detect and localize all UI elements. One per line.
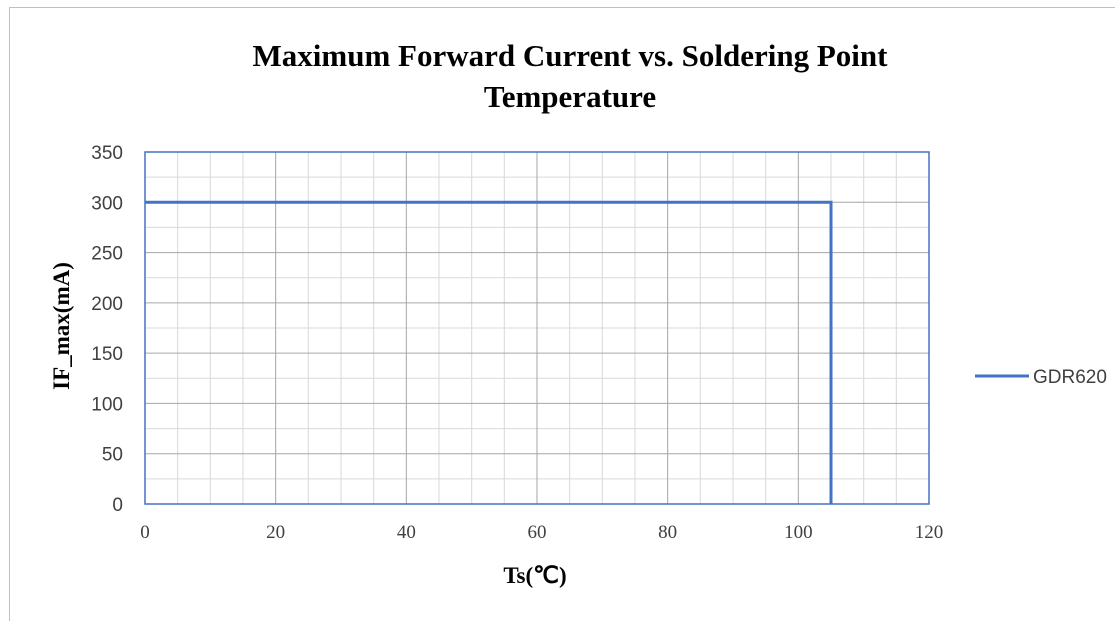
y-tick-label: 0 <box>112 495 123 516</box>
y-tick-label: 250 <box>91 244 123 265</box>
legend-label-gdr620: GDR620 <box>1033 367 1107 388</box>
legend[interactable]: GDR620 <box>975 367 1107 388</box>
x-tick-label: 100 <box>784 522 813 543</box>
series-layer <box>145 200 833 504</box>
x-axis-title: Ts(℃) <box>503 563 566 588</box>
y-tick-label: 200 <box>91 294 123 315</box>
y-tick-label: 300 <box>91 193 123 214</box>
y-axis-tick-labels: 0 50 100 150 200 250 300 350 <box>91 143 123 516</box>
series-line-gdr620 <box>145 200 833 504</box>
chart-title-line-1: Maximum Forward Current vs. Soldering Po… <box>253 38 889 73</box>
x-tick-label: 0 <box>140 522 150 543</box>
x-tick-label: 80 <box>658 522 677 543</box>
chart-area <box>9 7 1115 621</box>
x-tick-label: 40 <box>397 522 416 543</box>
chart-title-line-2: Temperature <box>484 79 656 114</box>
x-tick-label: 120 <box>915 522 944 543</box>
x-tick-label: 60 <box>528 522 547 543</box>
y-tick-label: 100 <box>91 394 123 415</box>
y-tick-label: 50 <box>102 445 123 466</box>
x-axis-tick-labels: 0 20 40 60 80 100 120 <box>140 522 943 543</box>
x-tick-label: 20 <box>266 522 285 543</box>
y-axis-title: IF_max(mA) <box>49 262 74 390</box>
y-tick-label: 150 <box>91 344 123 365</box>
y-tick-label: 350 <box>91 143 123 164</box>
plot-area-border <box>144 151 930 505</box>
